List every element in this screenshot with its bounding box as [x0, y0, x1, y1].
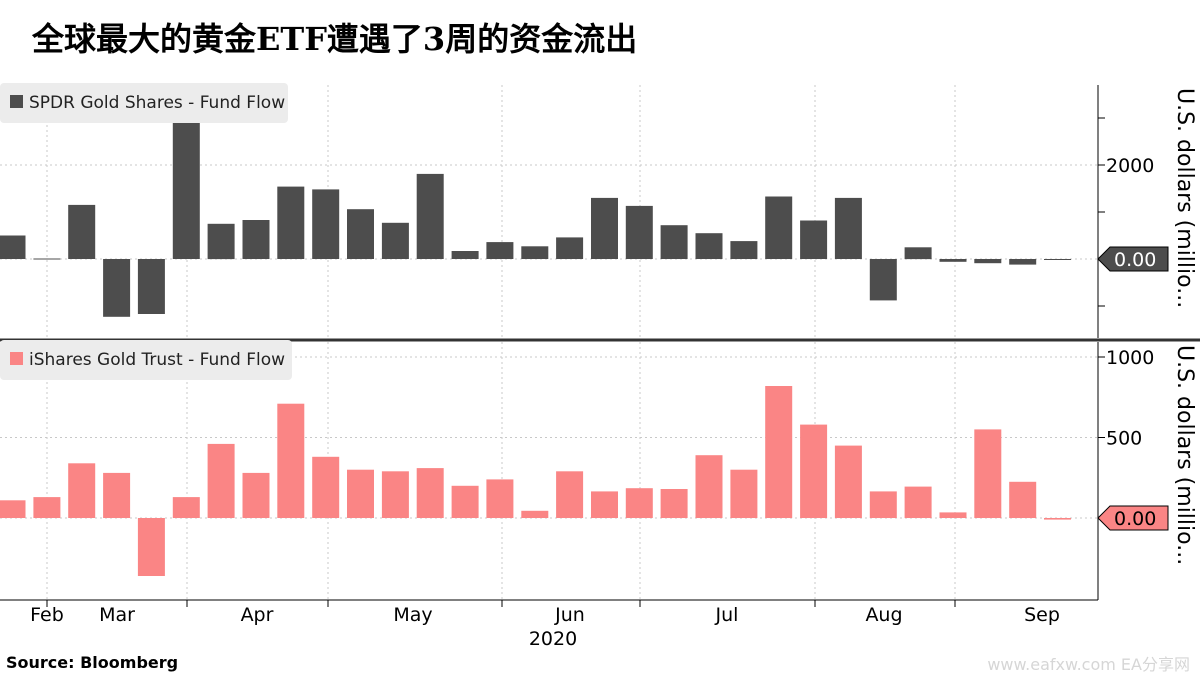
- bar: [277, 403, 305, 518]
- y-tick-label: 2000: [1106, 155, 1154, 177]
- chart-title: 全球最大的黄金ETF遭遇了3周的资金流出: [32, 20, 638, 58]
- bar: [451, 251, 479, 259]
- x-tick-label: Sep: [1024, 604, 1060, 626]
- y-axis-title: U.S. dollars (millio...: [1172, 345, 1197, 565]
- watermark: www.eafxw.com EA分享网: [987, 655, 1190, 674]
- bar: [625, 205, 653, 259]
- bar: [869, 491, 897, 518]
- bar: [312, 456, 340, 518]
- x-tick-label: Apr: [241, 604, 274, 626]
- bar: [904, 247, 932, 260]
- x-tick-label: Jun: [554, 604, 585, 626]
- bar: [347, 209, 374, 259]
- bar: [312, 189, 340, 259]
- bar: [347, 469, 374, 518]
- legend-swatch: [10, 352, 23, 365]
- bar: [800, 220, 828, 259]
- y-axis-title: U.S. dollars (millio...: [1172, 88, 1197, 308]
- bar: [660, 489, 688, 518]
- bar: [103, 472, 131, 518]
- legend-label: SPDR Gold Shares - Fund Flow: [29, 93, 285, 113]
- bar: [904, 486, 932, 518]
- bar: [381, 471, 409, 518]
- bar: [1044, 518, 1071, 520]
- bar: [103, 259, 131, 317]
- x-axis-year-label: 2020: [529, 628, 577, 650]
- bar: [974, 259, 1002, 264]
- bar: [521, 510, 549, 518]
- y-tick-label: 1000: [1106, 347, 1154, 369]
- x-tick-label: Aug: [865, 604, 902, 626]
- bar: [556, 471, 584, 518]
- bar: [486, 242, 514, 259]
- bar: [242, 220, 270, 259]
- legend-box: [0, 340, 292, 380]
- bar: [730, 469, 758, 518]
- bar: [137, 259, 165, 314]
- bar: [172, 497, 200, 518]
- bar: [0, 235, 26, 259]
- bar: [869, 259, 897, 301]
- current-value-label: 0.00: [1114, 508, 1156, 530]
- bar: [765, 386, 793, 518]
- bar: [660, 225, 688, 259]
- x-tick-label: May: [393, 604, 432, 626]
- bar: [695, 455, 723, 518]
- bar: [765, 196, 793, 259]
- bar: [625, 488, 653, 518]
- bar: [1044, 259, 1071, 260]
- bar: [939, 259, 967, 262]
- bar: [834, 197, 862, 259]
- bar: [172, 121, 200, 259]
- source-note: Source: Bloomberg: [6, 653, 179, 672]
- x-tick-label: Jul: [715, 604, 739, 626]
- bar: [834, 445, 862, 518]
- y-tick-label: 500: [1106, 428, 1142, 450]
- bar: [591, 491, 618, 518]
- bar: [486, 479, 514, 518]
- bar: [695, 233, 723, 259]
- current-value-badge: [1097, 246, 1169, 272]
- legends: SPDR Gold Shares - Fund Flow iShares Gold…: [0, 83, 292, 380]
- legend-box: [0, 83, 288, 123]
- x-tick-label: Feb: [30, 604, 64, 626]
- bar: [33, 497, 61, 518]
- bar: [381, 222, 409, 259]
- bar: [137, 518, 165, 576]
- bars: [0, 121, 1071, 576]
- bar: [974, 429, 1002, 518]
- bar: [591, 197, 618, 259]
- bar: [730, 241, 758, 259]
- bar: [207, 443, 235, 518]
- bar: [1009, 259, 1037, 265]
- bar: [0, 500, 26, 518]
- bar: [939, 512, 967, 518]
- legend-swatch: [10, 95, 23, 108]
- bar: [800, 424, 828, 518]
- current-value-label: 0.00: [1114, 249, 1156, 271]
- bar: [68, 463, 96, 518]
- bar: [521, 246, 549, 259]
- bar: [416, 173, 444, 259]
- bar: [556, 237, 584, 259]
- bar: [242, 472, 270, 518]
- x-tick-label: Mar: [99, 604, 135, 626]
- legend-label: iShares Gold Trust - Fund Flow: [29, 350, 285, 370]
- bar: [277, 186, 305, 259]
- bar: [207, 223, 235, 260]
- bar: [416, 468, 444, 518]
- bar: [1009, 481, 1037, 518]
- current-value-badge: [1097, 505, 1169, 531]
- bar: [33, 258, 61, 260]
- bar: [451, 485, 479, 518]
- bar: [68, 204, 96, 259]
